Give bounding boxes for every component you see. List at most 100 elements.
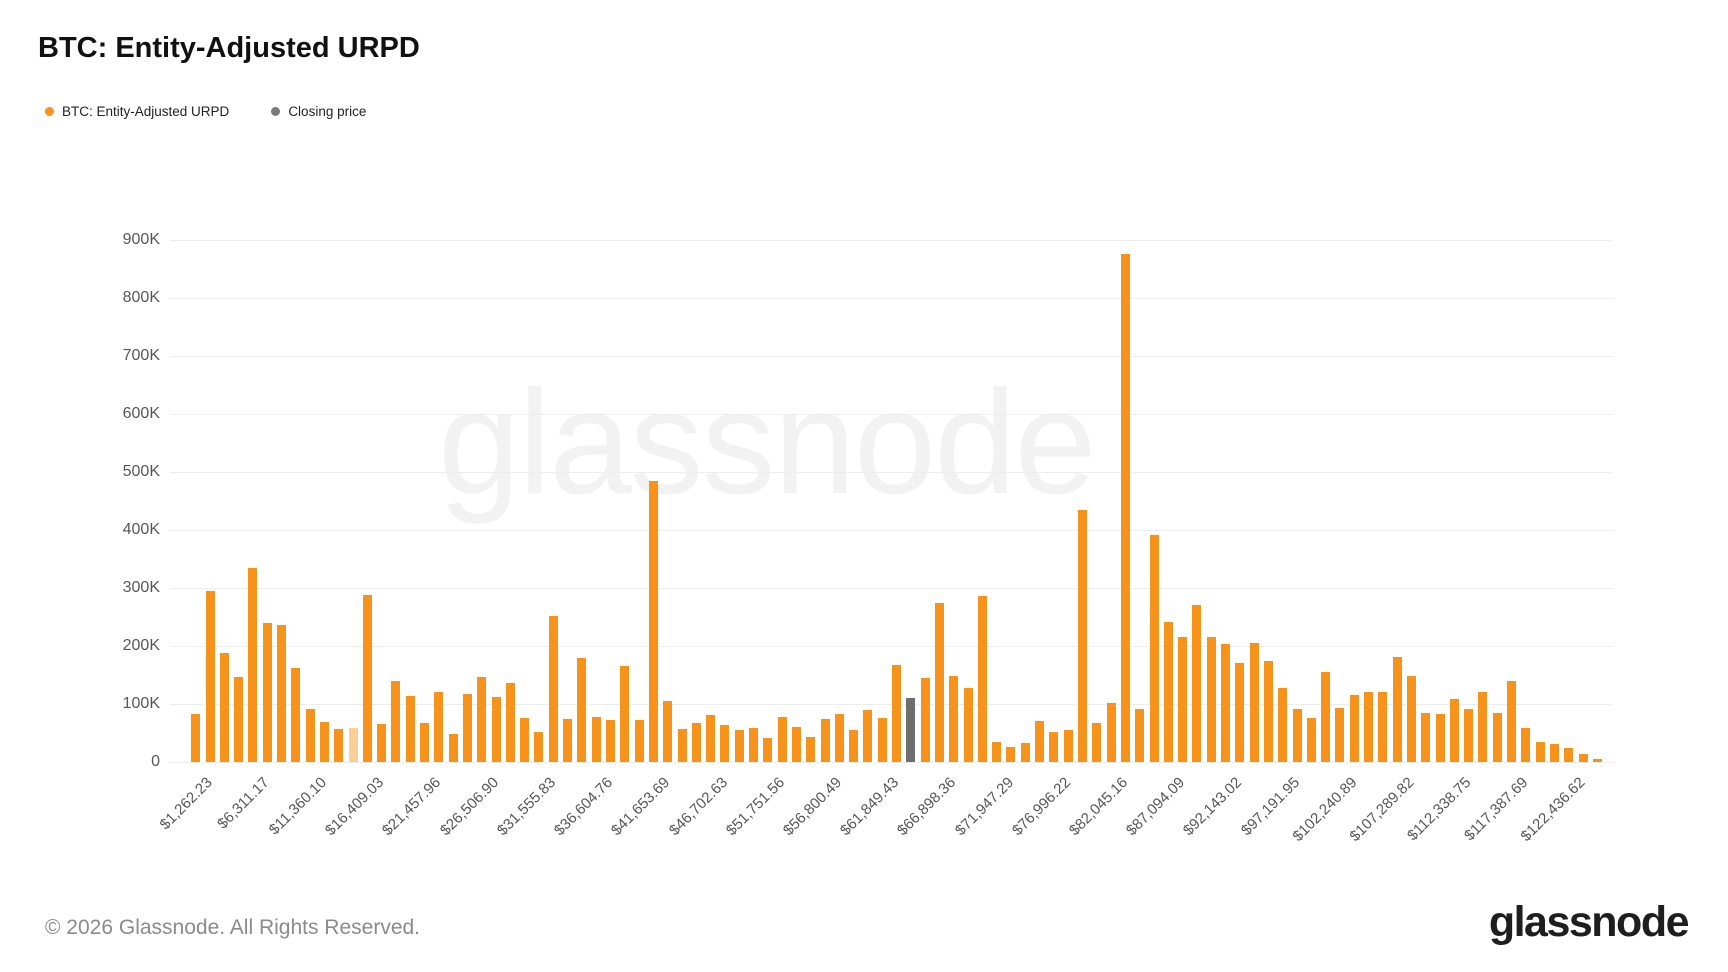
urpd-bar[interactable] — [892, 664, 902, 762]
urpd-bar[interactable] — [1507, 680, 1517, 762]
urpd-bar[interactable] — [548, 615, 558, 762]
urpd-bar[interactable] — [191, 713, 201, 762]
urpd-bar[interactable] — [362, 594, 372, 762]
urpd-bar[interactable] — [1335, 708, 1345, 762]
urpd-bar[interactable] — [1178, 637, 1188, 762]
urpd-bar[interactable] — [949, 675, 959, 762]
urpd-bar[interactable] — [505, 683, 515, 762]
urpd-bar[interactable] — [405, 696, 415, 762]
urpd-bar[interactable] — [1035, 720, 1045, 762]
legend-item-urpd[interactable]: BTC: Entity-Adjusted URPD — [45, 104, 229, 119]
urpd-bar[interactable] — [1077, 509, 1087, 762]
urpd-bar[interactable] — [691, 723, 701, 762]
urpd-bar[interactable] — [377, 723, 387, 762]
urpd-bar[interactable] — [820, 719, 830, 762]
urpd-bar[interactable] — [1449, 699, 1459, 762]
urpd-bar[interactable] — [577, 658, 587, 762]
urpd-bar[interactable] — [1406, 675, 1416, 762]
urpd-bar[interactable] — [262, 622, 272, 762]
urpd-bar[interactable] — [591, 716, 601, 762]
urpd-bar[interactable] — [334, 728, 344, 762]
urpd-bar[interactable] — [605, 720, 615, 762]
urpd-bar[interactable] — [520, 717, 530, 762]
urpd-bar[interactable] — [205, 590, 215, 762]
urpd-bar[interactable] — [277, 625, 287, 762]
urpd-bar[interactable] — [849, 730, 859, 762]
urpd-bar[interactable] — [1392, 657, 1402, 762]
urpd-bar[interactable] — [534, 731, 544, 762]
urpd-bar[interactable] — [1535, 742, 1545, 762]
urpd-bar[interactable] — [1306, 717, 1316, 762]
urpd-bar[interactable] — [706, 715, 716, 762]
urpd-bar[interactable] — [477, 677, 487, 762]
urpd-bar[interactable] — [1521, 727, 1531, 762]
urpd-bar[interactable] — [1106, 703, 1116, 762]
urpd-bar[interactable] — [1092, 723, 1102, 762]
urpd-bar[interactable] — [448, 734, 458, 762]
urpd-bar[interactable] — [1292, 708, 1302, 762]
urpd-bar[interactable] — [1063, 729, 1073, 762]
urpd-bar[interactable] — [1349, 694, 1359, 762]
urpd-bar[interactable] — [1435, 714, 1445, 762]
urpd-bar[interactable] — [620, 665, 630, 762]
urpd-bar[interactable] — [720, 725, 730, 762]
urpd-bar[interactable] — [391, 681, 401, 762]
urpd-bar[interactable] — [563, 718, 573, 762]
urpd-bar[interactable] — [1235, 663, 1245, 762]
legend-item-closing-price[interactable]: Closing price — [271, 104, 366, 119]
urpd-bar[interactable] — [1478, 692, 1488, 762]
urpd-bar[interactable] — [1006, 746, 1016, 762]
urpd-bar[interactable] — [1120, 253, 1130, 762]
urpd-bar[interactable] — [434, 692, 444, 762]
urpd-bar[interactable] — [834, 714, 844, 762]
urpd-bar[interactable] — [992, 741, 1002, 762]
urpd-bar[interactable] — [934, 603, 944, 762]
urpd-bar[interactable] — [791, 727, 801, 762]
urpd-bar[interactable] — [920, 677, 930, 762]
urpd-bar[interactable] — [863, 710, 873, 762]
urpd-bar[interactable] — [1192, 604, 1202, 762]
urpd-bar[interactable] — [763, 738, 773, 762]
urpd-bar[interactable] — [1278, 687, 1288, 762]
urpd-bar[interactable] — [1492, 712, 1502, 762]
urpd-bar[interactable] — [291, 668, 301, 762]
urpd-bar[interactable] — [1378, 692, 1388, 762]
urpd-bar[interactable] — [1421, 713, 1431, 762]
urpd-bar[interactable] — [1206, 636, 1216, 762]
urpd-bar[interactable] — [1020, 743, 1030, 762]
urpd-bar[interactable] — [219, 652, 229, 762]
urpd-bar[interactable] — [1549, 744, 1559, 762]
urpd-bar[interactable] — [1592, 759, 1602, 762]
urpd-bar[interactable] — [1364, 692, 1374, 762]
urpd-bar[interactable] — [777, 717, 787, 762]
urpd-bar[interactable] — [462, 694, 472, 762]
urpd-bar[interactable] — [963, 688, 973, 762]
urpd-bar[interactable] — [491, 697, 501, 762]
urpd-bar[interactable] — [1578, 754, 1588, 762]
urpd-bar[interactable] — [677, 728, 687, 762]
urpd-bar[interactable] — [420, 722, 430, 762]
urpd-bar[interactable] — [634, 719, 644, 762]
closing-price-bar[interactable] — [906, 697, 916, 762]
urpd-bar[interactable] — [248, 568, 258, 762]
urpd-bar[interactable] — [877, 717, 887, 762]
urpd-bar[interactable] — [1149, 535, 1159, 762]
urpd-bar[interactable] — [1564, 748, 1574, 762]
urpd-bar[interactable] — [234, 677, 244, 762]
urpd-bar[interactable] — [1464, 709, 1474, 762]
urpd-bar[interactable] — [977, 595, 987, 762]
urpd-bar[interactable] — [1249, 643, 1259, 762]
urpd-bar[interactable] — [1049, 732, 1059, 762]
urpd-bar[interactable] — [648, 480, 658, 762]
urpd-bar[interactable] — [319, 721, 329, 762]
urpd-bar[interactable] — [749, 728, 759, 762]
urpd-bar[interactable] — [1263, 660, 1273, 762]
urpd-bar[interactable] — [734, 730, 744, 762]
urpd-bar[interactable] — [1321, 671, 1331, 762]
urpd-bar[interactable] — [305, 709, 315, 762]
urpd-bar[interactable] — [1135, 709, 1145, 762]
urpd-bar[interactable] — [348, 727, 358, 762]
urpd-bar[interactable] — [806, 737, 816, 762]
urpd-bar[interactable] — [1221, 643, 1231, 762]
urpd-bar[interactable] — [1163, 622, 1173, 762]
